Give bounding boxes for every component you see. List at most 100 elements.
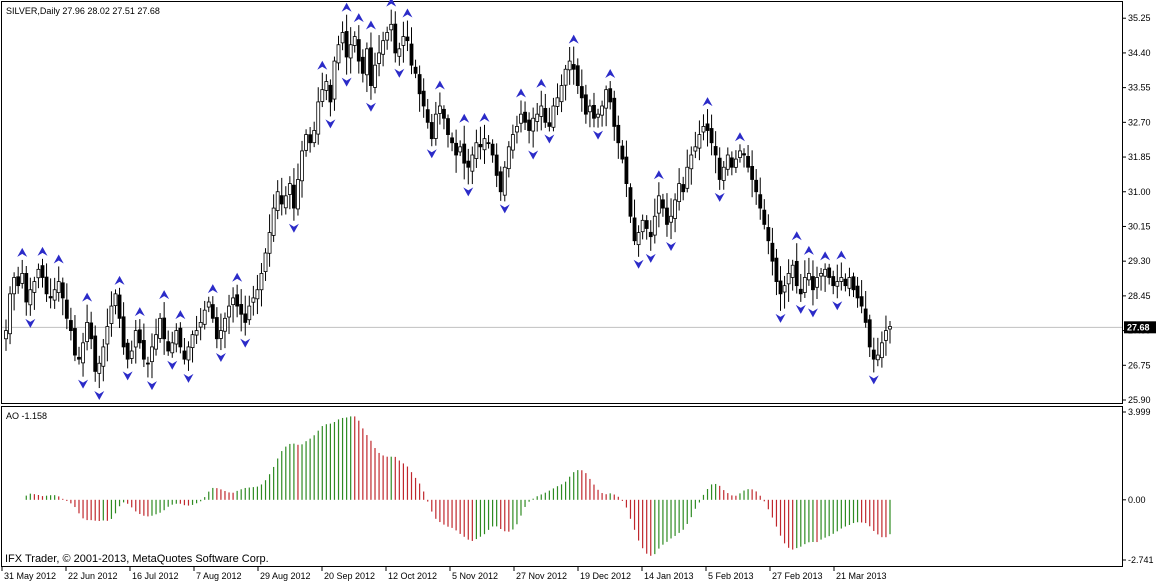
candle [121, 302, 126, 355]
current-price-badge: 27.68 [1124, 321, 1156, 334]
fractal-up-icon [159, 290, 170, 300]
candle [884, 315, 888, 356]
candle [442, 105, 446, 130]
candle [571, 46, 576, 85]
price-tick-label: 30.15 [1128, 221, 1151, 231]
candle [44, 263, 49, 302]
candle [287, 176, 292, 210]
candle [774, 248, 779, 296]
candle [636, 225, 641, 257]
candle [624, 140, 629, 198]
candle [328, 79, 333, 117]
candle [385, 26, 390, 50]
fractal-up-icon [37, 246, 48, 256]
candle [470, 146, 475, 185]
candle [831, 270, 836, 295]
ao-axis: 3.999 0.00 -2.741 [1122, 407, 1154, 565]
fractal-down-icon [807, 308, 818, 318]
candle [137, 319, 142, 349]
time-tick-label: 20 Sep 2012 [324, 571, 375, 581]
fractal-down-icon [463, 187, 474, 197]
candle [713, 131, 718, 174]
candle [129, 340, 134, 364]
price-tick-label: 33.55 [1128, 83, 1151, 93]
candle [73, 315, 77, 362]
candle [166, 330, 171, 356]
candle [616, 115, 621, 159]
candle [583, 84, 588, 124]
candle [263, 248, 268, 281]
fractal-up-icon [82, 292, 93, 302]
fractal-up-icon [232, 272, 243, 282]
candle [389, 9, 394, 42]
fractal-up-icon [536, 78, 547, 88]
fractal-up-icon [53, 254, 64, 264]
candle [186, 341, 191, 371]
candle [162, 302, 167, 355]
time-tick-label: 27 Feb 2013 [772, 571, 823, 581]
candle [275, 180, 280, 220]
candle [93, 325, 98, 382]
time-axis: 31 May 2012 22 Jun 2012 16 Jul 2012 7 Aug 2… [1, 567, 887, 581]
fractal-down-icon [394, 68, 405, 78]
candle [425, 98, 430, 129]
candle [247, 295, 252, 325]
candle [628, 183, 633, 223]
time-tick-label: 31 May 2012 [4, 571, 56, 581]
candle [693, 131, 698, 159]
candle [105, 308, 110, 362]
candle [101, 338, 106, 382]
candle [535, 102, 540, 132]
fractal-down-icon [499, 204, 510, 214]
fractal-down-icon [325, 119, 336, 129]
price-tick-label: 25.90 [1128, 395, 1151, 405]
candle [823, 263, 828, 292]
candle [202, 300, 207, 330]
price-tick-label: 31.85 [1128, 152, 1151, 162]
fractals-layer [17, 0, 879, 401]
fractal-down-icon [645, 253, 656, 263]
candle [421, 78, 426, 118]
candle [332, 56, 337, 111]
candle [669, 198, 673, 240]
fractal-up-icon [791, 231, 802, 241]
candle [531, 107, 536, 148]
candle [677, 168, 682, 211]
candle [811, 260, 815, 306]
candle [608, 81, 613, 110]
price-tick-label: 31.00 [1128, 187, 1151, 197]
candle [758, 177, 763, 220]
candle [798, 273, 803, 302]
candle [28, 277, 33, 316]
candle [859, 280, 864, 314]
fractal-down-icon [78, 379, 89, 389]
candle [296, 163, 300, 216]
candle [437, 92, 442, 125]
fractal-down-icon [868, 375, 879, 385]
fractal-up-icon [207, 284, 218, 294]
price-tick-label: 34.40 [1128, 48, 1151, 58]
ao-tick-label: -2.741 [1128, 555, 1154, 565]
ao-bars-layer [25, 416, 891, 556]
copyright-text: IFX Trader, © 2001-2013, MetaQuotes Soft… [5, 553, 269, 565]
candle [482, 124, 487, 164]
candle [336, 35, 341, 71]
candle [474, 129, 479, 168]
candle [515, 115, 519, 144]
candle [283, 186, 288, 215]
candle [867, 314, 872, 357]
fractal-down-icon [167, 360, 178, 370]
price-panel[interactable] [1, 1, 1123, 404]
candle [60, 277, 65, 316]
candle [559, 74, 564, 113]
candle [794, 243, 799, 294]
fractal-down-icon [183, 373, 194, 383]
candle [466, 148, 471, 185]
candle [547, 107, 552, 132]
candle [146, 356, 150, 378]
candle [725, 147, 730, 176]
candle [681, 176, 686, 201]
candle [786, 259, 791, 302]
price-tick-label: 35.25 [1128, 13, 1151, 23]
